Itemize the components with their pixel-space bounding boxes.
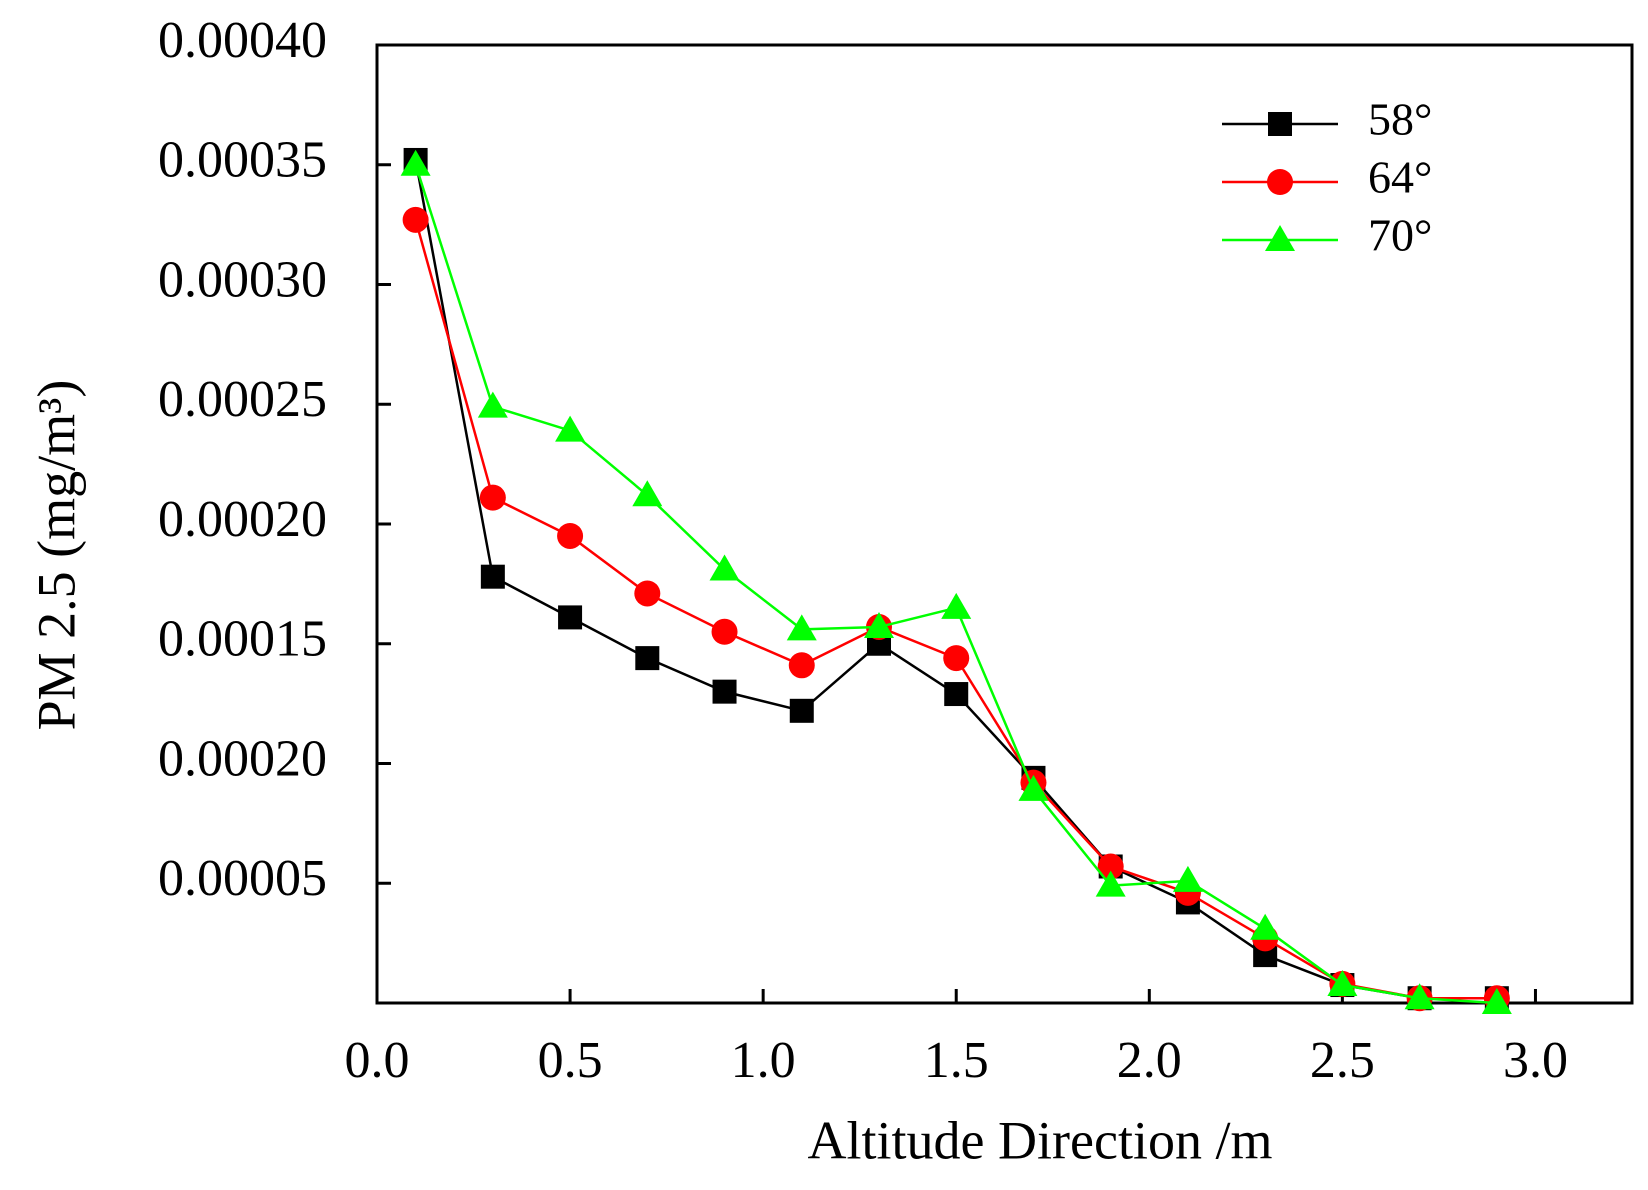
data-point bbox=[555, 415, 586, 442]
legend-marker bbox=[1265, 225, 1295, 251]
y-axis-title: PM 2.5 (mg/m³) bbox=[26, 380, 86, 731]
data-point bbox=[635, 646, 660, 671]
data-point bbox=[400, 149, 431, 176]
data-point bbox=[944, 682, 969, 707]
y-tick-label: 0.00040 bbox=[158, 12, 327, 69]
data-point bbox=[558, 605, 583, 630]
data-point bbox=[864, 611, 894, 638]
data-point bbox=[1095, 870, 1126, 897]
data-point bbox=[1481, 988, 1512, 1014]
x-tick-label: 0.0 bbox=[345, 1032, 410, 1089]
data-point bbox=[711, 618, 738, 645]
data-point bbox=[402, 206, 429, 233]
data-point bbox=[1404, 983, 1435, 1010]
data-point bbox=[1327, 970, 1358, 997]
data-point bbox=[712, 679, 737, 704]
y-tick-label: 0.00025 bbox=[158, 371, 327, 428]
data-point bbox=[788, 652, 815, 679]
y-tick-label: 0.00020 bbox=[158, 730, 327, 787]
y-tick-label: 0.00005 bbox=[158, 850, 327, 907]
data-point bbox=[1250, 913, 1281, 940]
data-point bbox=[634, 580, 661, 607]
data-point bbox=[1018, 774, 1049, 801]
data-point bbox=[789, 698, 814, 723]
x-tick-label: 3.0 bbox=[1503, 1032, 1568, 1089]
x-tick-label: 1.5 bbox=[924, 1032, 989, 1089]
x-tick-label: 1.0 bbox=[731, 1032, 796, 1089]
data-point bbox=[1097, 853, 1124, 880]
data-point bbox=[480, 564, 505, 589]
data-point bbox=[1172, 865, 1203, 892]
series-line bbox=[414, 164, 1497, 1005]
data-point bbox=[943, 645, 970, 672]
data-point bbox=[632, 480, 663, 507]
legend-label: 70° bbox=[1368, 210, 1432, 261]
y-tick-label: 0.00020 bbox=[158, 491, 327, 548]
legend-marker bbox=[1267, 169, 1293, 195]
data-point bbox=[709, 554, 740, 581]
legend-marker bbox=[1268, 112, 1292, 136]
x-tick-label: 2.5 bbox=[1310, 1032, 1375, 1089]
series-line bbox=[414, 159, 1497, 1000]
y-tick-label: 0.00015 bbox=[158, 611, 327, 668]
data-point bbox=[477, 391, 508, 418]
legend-label: 64° bbox=[1368, 152, 1432, 203]
y-tick-label: 0.00030 bbox=[158, 251, 327, 308]
data-point bbox=[557, 522, 584, 549]
data-point bbox=[786, 614, 817, 641]
x-tick-label: 0.5 bbox=[538, 1032, 603, 1089]
data-point bbox=[479, 484, 506, 511]
data-point bbox=[941, 592, 972, 619]
x-axis-title: Altitude Direction /m bbox=[808, 1110, 1273, 1170]
x-tick-label: 2.0 bbox=[1117, 1032, 1182, 1089]
legend-label: 58° bbox=[1368, 94, 1432, 145]
y-tick-label: 0.00035 bbox=[158, 132, 327, 189]
